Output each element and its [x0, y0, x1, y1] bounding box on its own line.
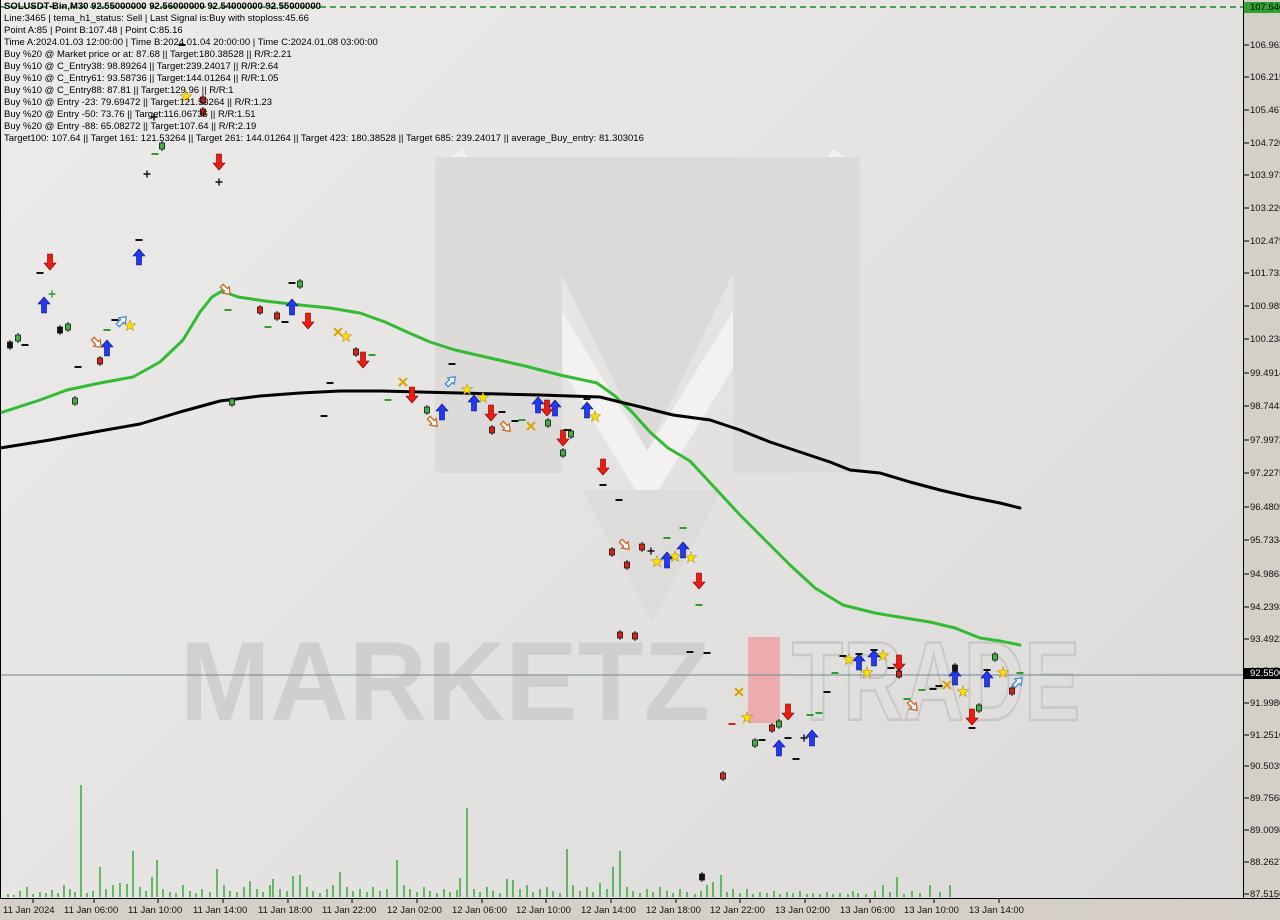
price-axis-label: 97.2275 [1250, 468, 1280, 479]
time-axis-label: 13 Jan 14:00 [969, 905, 1024, 916]
info-line: Target100: 107.64 || Target 161: 121.532… [4, 133, 644, 144]
time-axis[interactable] [0, 899, 1280, 920]
time-axis-label: 11 Jan 22:00 [322, 905, 377, 916]
price-axis-label: 93.4922 [1250, 634, 1280, 645]
info-line: Buy %10 @ C_Entry38: 98.89264 || Target:… [4, 61, 279, 72]
time-axis-label: 11 Jan 06:00 [64, 905, 119, 916]
chart-title-ohlc: SOLUSDT-Bin,M30 92.55000000 92.56000000 … [4, 1, 321, 12]
info-line: Buy %20 @ Entry -50: 73.76 || Target:116… [4, 109, 256, 120]
price-axis-label: 104.7209 [1250, 138, 1280, 149]
info-line: Time A:2024.01.03 12:00:00 | Time B:2024… [4, 37, 378, 48]
price-axis-label: 90.5039 [1250, 761, 1280, 772]
info-line: Buy %10 @ C_Entry88: 87.81 || Target:129… [4, 85, 234, 96]
price-axis-label: 95.7334 [1250, 535, 1280, 546]
time-axis-label: 12 Jan 22:00 [710, 905, 765, 916]
price-axis-label: 101.7326 [1250, 268, 1280, 279]
price-axis-label: 91.2510 [1250, 730, 1280, 741]
time-axis-label: 13 Jan 06:00 [840, 905, 895, 916]
info-line: Buy %20 @ Market price or at: 87.68 || T… [4, 49, 292, 60]
price-axis-label: 103.9738 [1250, 170, 1280, 181]
price-axis-label: 94.9863 [1250, 569, 1280, 580]
time-axis-label: 13 Jan 02:00 [775, 905, 830, 916]
time-axis-label: 12 Jan 14:00 [581, 905, 636, 916]
info-line: Buy %20 @ Entry -88: 65.08272 || Target:… [4, 121, 257, 132]
time-axis-label: 12 Jan 10:00 [516, 905, 571, 916]
price-axis-label: 105.4679 [1250, 105, 1280, 116]
price-axis-label: 106.2150 [1250, 72, 1280, 83]
target-price-tag: 107.6400 [1244, 2, 1280, 13]
price-axis-label: 97.9972 [1250, 435, 1280, 446]
price-axis-label: 103.2267 [1250, 203, 1280, 214]
price-axis-label: 87.5156 [1250, 889, 1280, 900]
time-axis-label: 12 Jan 18:00 [646, 905, 701, 916]
price-axis-label: 91.9980 [1250, 698, 1280, 709]
price-axis[interactable] [1244, 0, 1280, 899]
info-line: Buy %10 @ C_Entry61: 93.58736 || Target:… [4, 73, 279, 84]
time-axis-label: 11 Jan 2024 [3, 905, 55, 916]
time-axis-label: 13 Jan 10:00 [904, 905, 959, 916]
current-price-tag: 92.5500 [1244, 668, 1280, 679]
info-panel: SOLUSDT-Bin,M30 92.55000000 92.56000000 … [4, 1, 644, 145]
price-axis-label: 100.2385 [1250, 334, 1280, 345]
price-axis-label: 106.9621 [1250, 40, 1280, 51]
info-line: Point A:85 | Point B:107.48 | Point C:85… [4, 25, 183, 36]
time-axis-label: 11 Jan 10:00 [128, 905, 183, 916]
time-axis-label: 12 Jan 06:00 [452, 905, 507, 916]
info-line: Buy %10 @ Entry -23: 79.69472 || Target:… [4, 97, 273, 108]
price-axis-label: 100.9855 [1250, 301, 1280, 312]
time-axis-label: 11 Jan 18:00 [258, 905, 313, 916]
time-axis-label: 11 Jan 14:00 [193, 905, 248, 916]
price-axis-label: 99.4914 [1250, 368, 1280, 379]
time-axis-label: 12 Jan 02:00 [387, 905, 442, 916]
info-line: Line:3465 | tema_h1_status: Sell | Last … [4, 13, 309, 24]
price-axis-label: 98.7443 [1250, 401, 1280, 412]
price-axis-label: 88.2627 [1250, 857, 1280, 868]
price-axis-label: 96.4805 [1250, 502, 1280, 513]
price-axis-label: 102.4797 [1250, 236, 1280, 247]
price-axis-label: 94.2393 [1250, 602, 1280, 613]
